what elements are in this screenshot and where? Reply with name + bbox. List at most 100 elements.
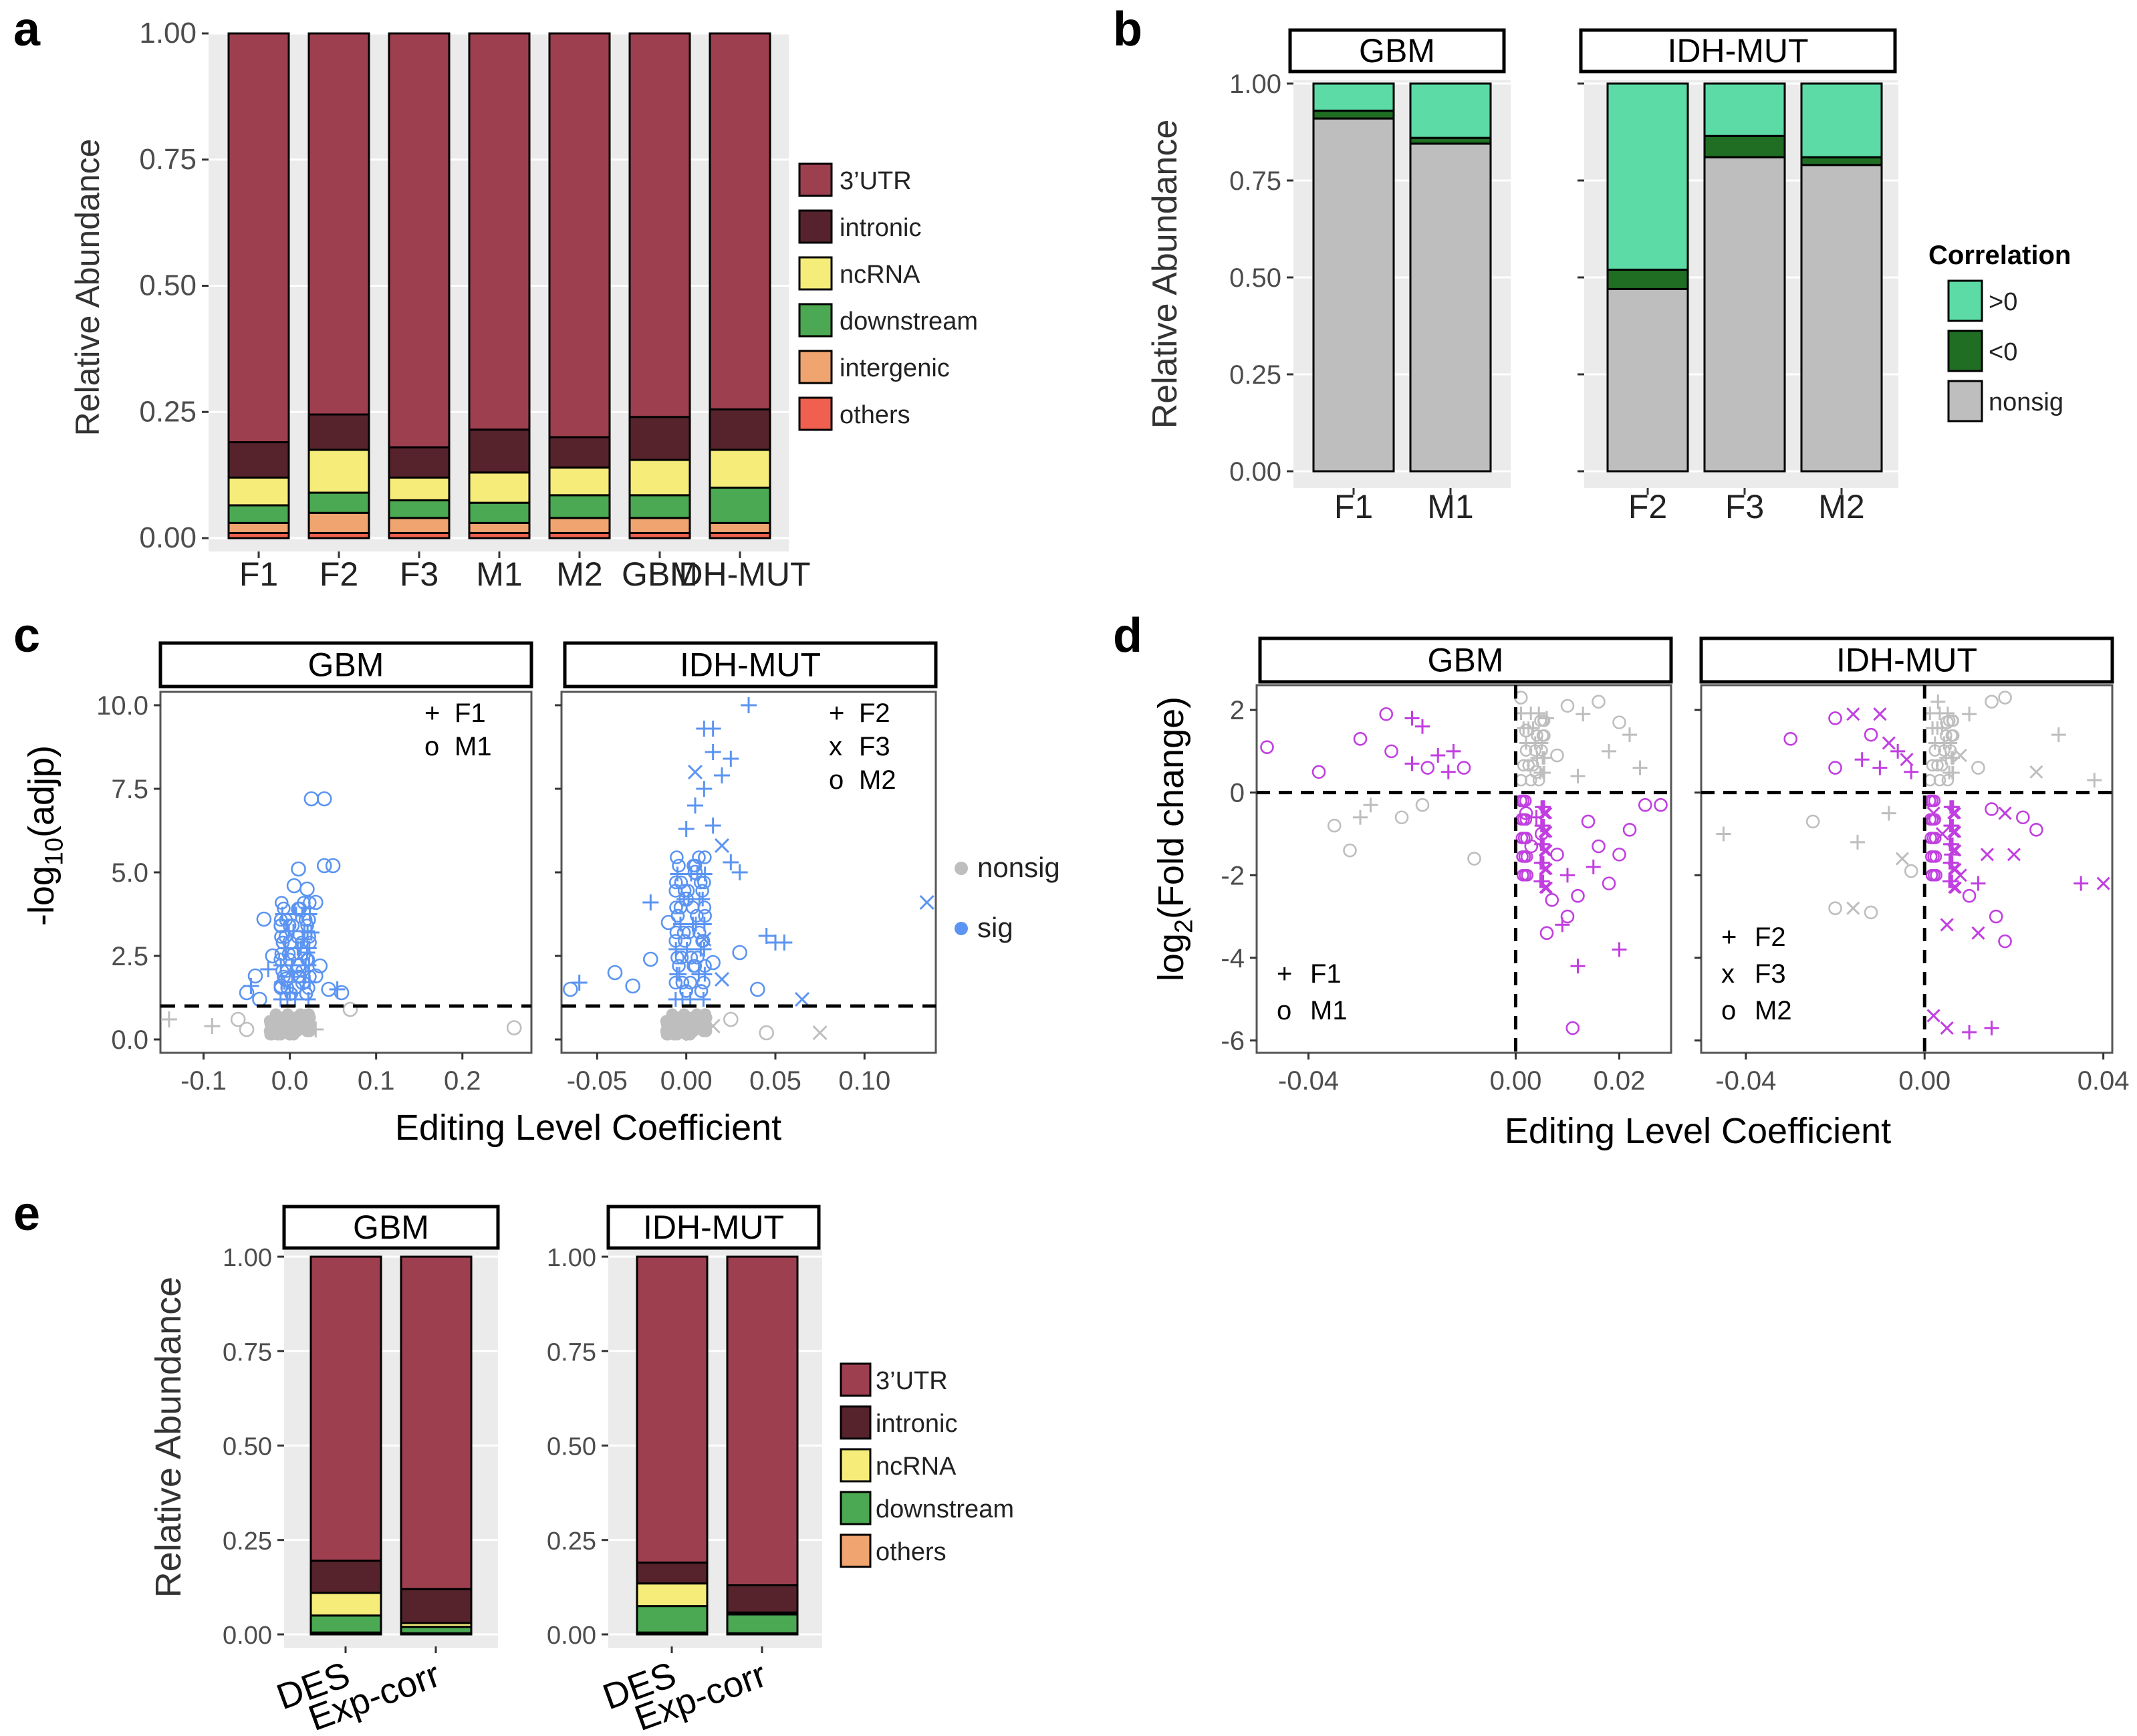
panel-d-facet-gbm-neg-cluster-point: [1540, 844, 1553, 857]
panel-c-facet-gbm-point-15: [265, 948, 281, 964]
panel-letter-b: b: [1113, 3, 1142, 56]
panel-d-facet-idh-mut-pos-cluster-point: [1928, 744, 1942, 757]
panel-a-legend-label: intronic: [840, 214, 922, 242]
panel-c-facet-gbm-point-4: [291, 861, 306, 877]
panel-c-facet-gbm-sig-cluster-point: [284, 958, 299, 973]
panel-a-bar-f3-ncrna: [388, 476, 451, 501]
panel-d-facet-gbm-point-42: [1602, 743, 1616, 759]
panel-d-facet-idh-mut-point-28: [1998, 934, 2012, 949]
panel-d-facet-idh-mut-point-21: [1985, 802, 1999, 816]
panel-a-legend-key-others: [798, 396, 833, 431]
panel-c-facet-gbm-sig-cluster-point: [299, 987, 313, 1001]
panel-a-y-tick-label: 0.50: [139, 269, 197, 302]
panel-a-bar-f1-3-utr: [227, 32, 290, 444]
panel-a-bar-gbm-intronic: [628, 416, 691, 461]
panel-d-facet-gbm-neg-cluster-point: [1540, 881, 1553, 894]
panel-c-facet-gbm-point-34: [239, 1021, 255, 1037]
panel-a-bar-f2-downstream: [307, 491, 370, 514]
panel-d-facet-gbm-pos-cluster-point: [1533, 766, 1547, 780]
panel-c-facet-idh-mut-point-7: [696, 781, 713, 797]
panel-d-facet-idh-mut-pos-cluster-point: [1926, 759, 1939, 772]
panel-d-facet-idh-mut-neg-cluster-point: [1942, 874, 1957, 888]
panel-c-facet-idh-mut-sig-cluster-point: [672, 858, 686, 873]
panel-d-facet-gbm-point-26: [1555, 917, 1570, 933]
panel-c-facet-idh-mut-point-3: [705, 744, 721, 760]
panel-c-facet-gbm-y-tick-label: 0.0: [111, 1025, 148, 1055]
panel-d-facet-idh-mut-point-5: [1882, 736, 1896, 750]
panel-c-ylabel: -log10(adjp): [21, 745, 69, 926]
panel-d-facet-idh-mut-point-10: [1872, 760, 1888, 775]
panel-c-facet-gbm-sig-cluster-point: [303, 935, 317, 950]
panel-d-facet-idh-mut-point-23: [2007, 848, 2021, 862]
panel-a-legend-label: ncRNA: [840, 261, 920, 289]
panel-d-facet-gbm-point-44: [1550, 748, 1564, 763]
panel-d-facet-idh-mut-pos-cluster-point: [1935, 721, 1949, 735]
panel-d-facet-idh-mut-point-31: [1940, 1021, 1954, 1035]
panel-d-facet-gbm-point-10: [1420, 761, 1435, 775]
panel-c-facet-gbm-y-tick-label: 5.0: [111, 858, 148, 888]
panel-d-facet-idh-mut-point-0: [1783, 732, 1797, 746]
panel-a-legend-label: 3’UTR: [840, 167, 912, 195]
panel-a-legend-label: others: [840, 401, 910, 429]
panel-b-legend-label: <0: [1989, 338, 2017, 366]
panel-d-facet-idh-mut-pos-cluster-point: [1942, 766, 1957, 780]
panel-c-facet-idh-mut-sig-cluster-point: [698, 908, 712, 923]
panel-c-facet-idh-mut-point-10: [678, 821, 695, 837]
panel-e-legend-label: downstream: [876, 1495, 1014, 1523]
panel-c-facet-idh-mut-sig-cluster-point: [674, 875, 688, 890]
panel-c-facet-idh-mut-point-13: [731, 864, 748, 880]
panel-c-facet-idh-mut-point-2: [705, 721, 721, 737]
panel-d-facet-gbm-x-tick-label: 0.02: [1594, 1066, 1646, 1096]
panel-b-facet-idh-mut-bar-f3-corr-pos: [1703, 82, 1786, 137]
panel-c-facet-gbm-point-9: [256, 911, 272, 927]
panel-e-facet-idh-mut-y-tick-label: 1.00: [547, 1244, 596, 1272]
panel-d-facet-gbm-pos-cluster-point: [1526, 721, 1540, 735]
panel-c-facet-idh-mut-shape-legend-label: M2: [859, 765, 896, 795]
panel-c-facet-gbm-sig-cluster-point: [294, 935, 309, 950]
panel-d-facet-gbm-pos-cluster-point: [1519, 744, 1533, 757]
panel-c-facet-idh-mut-sig-cluster-point: [670, 850, 684, 864]
panel-d-facet-idh-mut-point-50: [1881, 805, 1896, 821]
panel-c-facet-gbm-point-17: [247, 968, 263, 984]
panel-d-facet-idh-mut-x-tick-label: 0.04: [2078, 1066, 2130, 1096]
panel-d-facet-idh-mut-shape-legend-symbol: x: [1721, 959, 1735, 989]
panel-a-x-tick-label: F1: [239, 555, 278, 593]
panel-c-facet-idh-mut-sig-cluster-point: [680, 884, 695, 898]
panel-e-facet-gbm-y-tick-label: 0.25: [223, 1527, 272, 1556]
panel-d-facet-idh-mut-neg-cluster-point: [1943, 819, 1957, 833]
panel-d-facet-gbm-point-21: [1622, 822, 1637, 837]
panel-d-facet-idh-mut-point-7: [1900, 753, 1914, 767]
panel-d-facet-gbm-point-9: [1440, 764, 1456, 779]
panel-c-facet-idh-mut-point-6: [714, 767, 730, 783]
panel-d-facet-gbm-pos-cluster-point: [1517, 759, 1530, 772]
panel-d-facet-idh-mut-point-19: [1989, 909, 2003, 924]
panel-c-facet-idh-mut-sig-cluster-point: [697, 967, 713, 982]
panel-c-facet-idh-mut-sig-cluster-point: [693, 875, 708, 890]
panel-d-facet-gbm-neg-cluster-point: [1519, 794, 1532, 808]
panel-b-facet-idh-mut-bar-f2-corr-pos: [1606, 82, 1689, 271]
panel-c-facet-gbm-sig-cluster-point: [302, 906, 318, 922]
panel-c-facet-gbm-point-33: [230, 1011, 246, 1027]
panel-c-facet-gbm-point-40: [506, 1020, 522, 1035]
panel-e-facet-gbm-bar-des-ncrna: [309, 1592, 382, 1617]
panel-d-facet-gbm-point-4: [1415, 719, 1430, 734]
panel-c-facet-idh-mut-x-tick-label: -0.05: [567, 1066, 628, 1096]
panel-d-facet-idh-mut-neg-cluster-point: [1928, 832, 1942, 844]
panel-d-facet-gbm-point-50: [1363, 797, 1378, 813]
panel-e-legend-label: ncRNA: [876, 1453, 957, 1481]
panel-d-facet-idh-mut-point-18: [1980, 848, 1994, 862]
panel-a-bar-m2-downstream: [548, 494, 611, 519]
panel-d-facet-idh-mut-point-47: [1828, 901, 1842, 916]
panel-d-facet-idh-mut-point-46: [1850, 834, 1865, 850]
panel-b-facet-idh-mut-bar-f2-corr-neg: [1606, 268, 1689, 290]
panel-c-facet-idh-mut-point-29: [714, 971, 730, 987]
panel-c-facet-gbm-y-tick-label: 2.5: [111, 942, 148, 971]
panel-e-facet-gbm-y-tick-label: 0.75: [223, 1338, 272, 1366]
panel-d-facet-gbm-pos-cluster-point: [1522, 759, 1535, 772]
panel-c-legend-label: sig: [977, 912, 1013, 943]
panel-a-y-tick-label: 0.25: [139, 395, 197, 428]
panel-e-facet-idh-mut-title: IDH-MUT: [643, 1209, 784, 1246]
panel-d-facet-gbm-shape-legend-symbol: +: [1277, 959, 1292, 989]
panel-b-chart: GBM F1 M1 0.00 0.25 0.50 0.75 1.00 IDH-MUT F2 F3 M2…: [1146, 28, 2071, 525]
panel-b-facet-idh-mut-x-tick-label: F2: [1628, 488, 1667, 525]
